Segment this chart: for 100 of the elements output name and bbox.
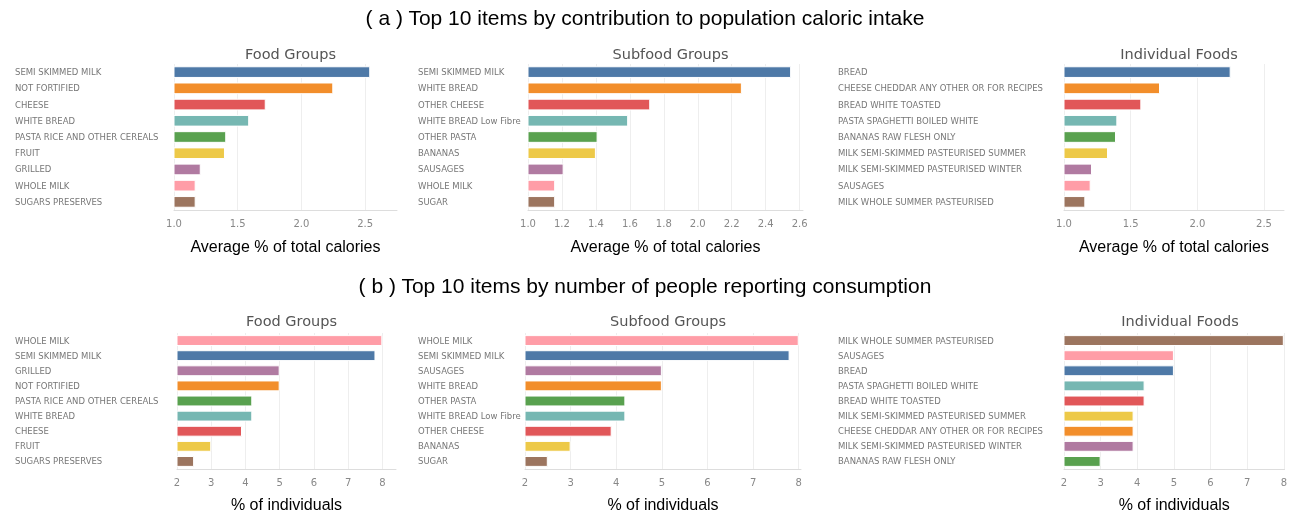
y-tick-label: MILK WHOLE SUMMER PASTEURISED	[838, 335, 995, 346]
y-tick-label: CHEESE	[15, 99, 49, 110]
x-tick-label: 3	[208, 476, 215, 488]
y-tick-label: SUGAR	[418, 456, 449, 467]
x-tick-label: 1.0	[520, 217, 536, 229]
y-tick-label: BANANAS	[418, 441, 460, 452]
x-tick-label: 4	[613, 476, 620, 488]
y-tick-label: OTHER PASTA	[418, 396, 477, 406]
y-tick-label: SEMI SKIMMED MILK	[418, 67, 505, 78]
y-tick-label: FRUIT	[15, 441, 41, 452]
x-tick-label: 8	[379, 476, 386, 488]
x-tick-label: 2.6	[791, 217, 808, 229]
y-tick-label: FRUIT	[15, 148, 41, 159]
x-axis-title: % of individuals	[230, 495, 343, 513]
x-tick-label: 1.0	[166, 217, 182, 229]
y-tick-label: MILK WHOLE SUMMER PASTEURISED	[838, 196, 995, 207]
x-tick-label: 2.2	[723, 217, 740, 229]
y-tick-label: WHOLE MILK	[418, 180, 473, 191]
x-tick-label: 7	[1243, 476, 1251, 488]
x-tick-label: 4	[1134, 476, 1141, 488]
x-tick-label: 1.2	[554, 217, 570, 229]
y-tick-label: SEMI SKIMMED MILK	[15, 350, 102, 361]
x-tick-label: 7	[749, 476, 757, 488]
chart-title: Individual Foods	[1121, 312, 1239, 329]
x-tick-label: 1.6	[621, 217, 638, 229]
x-tick-label: 5	[1170, 476, 1178, 488]
y-tick-label: NOT FORTIFIED	[15, 83, 81, 94]
y-tick-label: SAUSAGES	[418, 164, 465, 175]
y-tick-label: WHITE BREAD Low Fibre	[418, 115, 521, 126]
y-tick-label: OTHER CHEESE	[418, 99, 485, 110]
chart-title: Food Groups	[244, 45, 337, 62]
x-tick-label: 2	[521, 476, 529, 488]
y-tick-label: WHITE BREAD Low Fibre	[418, 411, 521, 422]
x-tick-label: 2.4	[757, 217, 774, 229]
x-tick-label: 5	[276, 476, 283, 488]
y-tick-label: WHITE BREAD	[15, 411, 76, 422]
x-axis-title: Average % of total calories	[1078, 237, 1270, 255]
y-tick-label: SUGARS PRESERVES	[15, 456, 103, 467]
y-tick-label: SAUSAGES	[838, 350, 885, 361]
chart-title: Individual Foods	[1120, 45, 1238, 62]
y-tick-label: PASTA RICE AND OTHER CEREALS	[15, 396, 159, 406]
y-tick-label: CHEESE	[15, 426, 49, 437]
y-tick-label: WHITE BREAD	[418, 380, 479, 391]
x-tick-label: 5	[658, 476, 666, 488]
y-tick-label: MILK SEMI-SKIMMED PASTEURISED WINTER	[838, 164, 1023, 175]
y-tick-label: PASTA RICE AND OTHER CEREALS	[15, 132, 159, 142]
x-axis-title: Average % of total calories	[190, 237, 381, 255]
y-tick-label: SUGAR	[418, 196, 449, 207]
x-tick-label: 2	[1060, 476, 1068, 488]
y-tick-label: BANANAS RAW FLESH ONLY	[838, 456, 957, 467]
y-tick-label: MILK SEMI-SKIMMED PASTEURISED SUMMER	[838, 148, 1026, 159]
x-tick-label: 2.0	[293, 217, 310, 229]
chart-title: Subfood Groups	[612, 45, 729, 62]
y-tick-label: WHITE BREAD	[418, 83, 479, 94]
x-tick-label: 2.5	[357, 217, 374, 229]
x-tick-label: 8	[1280, 476, 1288, 488]
x-axis-title: % of individuals	[1118, 495, 1230, 513]
y-tick-label: WHOLE MILK	[15, 335, 70, 346]
y-tick-label: BREAD	[838, 67, 868, 78]
x-tick-label: 1.5	[1122, 217, 1139, 229]
y-tick-label: BREAD WHITE TOASTED	[838, 99, 942, 110]
y-tick-label: SAUSAGES	[838, 180, 885, 191]
y-tick-label: MILK SEMI-SKIMMED PASTEURISED WINTER	[838, 441, 1023, 452]
x-tick-label: 6	[704, 476, 711, 488]
x-axis-title: Average % of total calories	[570, 237, 761, 255]
y-tick-label: SUGARS PRESERVES	[15, 196, 103, 207]
x-axis-title: % of individuals	[607, 495, 719, 513]
y-tick-label: NOT FORTIFIED	[15, 380, 81, 391]
y-tick-label: SAUSAGES	[418, 365, 465, 376]
y-tick-label: CHEESE CHEDDAR ANY OTHER OR FOR RECIPES	[838, 426, 1044, 437]
y-tick-label: MILK SEMI-SKIMMED PASTEURISED SUMMER	[838, 411, 1026, 422]
y-tick-label: GRILLED	[15, 164, 52, 175]
y-tick-label: OTHER CHEESE	[418, 426, 485, 437]
y-tick-label: BREAD	[838, 365, 868, 376]
y-tick-label: OTHER PASTA	[418, 132, 477, 142]
text: ( b ) Top 10 items by number of people reporting consumption	[357, 274, 933, 298]
x-tick-label: 2	[173, 476, 181, 488]
x-tick-label: 2.5	[1256, 217, 1272, 229]
x-tick-label: 2.0	[1189, 217, 1206, 229]
x-tick-label: 3	[1097, 476, 1104, 488]
text: ( a ) Top 10 items by contribution to population caloric intake	[364, 6, 926, 30]
y-tick-label: SEMI SKIMMED MILK	[15, 67, 102, 78]
x-tick-label: 8	[795, 476, 802, 488]
x-tick-label: 1.0	[1056, 217, 1072, 229]
y-tick-label: BANANAS	[418, 148, 460, 159]
x-tick-label: 3	[567, 476, 574, 488]
y-tick-label: WHOLE MILK	[15, 180, 70, 191]
y-tick-label: PASTA SPAGHETTI BOILED WHITE	[838, 115, 979, 126]
y-tick-label: BREAD WHITE TOASTED	[838, 396, 942, 406]
x-tick-label: 2.0	[689, 217, 706, 229]
y-tick-label: PASTA SPAGHETTI BOILED WHITE	[838, 380, 979, 391]
x-tick-label: 7	[344, 476, 352, 488]
x-tick-label: 1.4	[587, 217, 604, 229]
x-tick-label: 6	[1207, 476, 1214, 488]
y-tick-label: WHITE BREAD	[15, 115, 76, 126]
chart-title: Subfood Groups	[610, 312, 726, 329]
y-tick-label: WHOLE MILK	[418, 335, 473, 346]
x-tick-label: 6	[310, 476, 318, 488]
y-tick-label: CHEESE CHEDDAR ANY OTHER OR FOR RECIPES	[838, 83, 1044, 94]
y-tick-label: SEMI SKIMMED MILK	[418, 350, 505, 361]
